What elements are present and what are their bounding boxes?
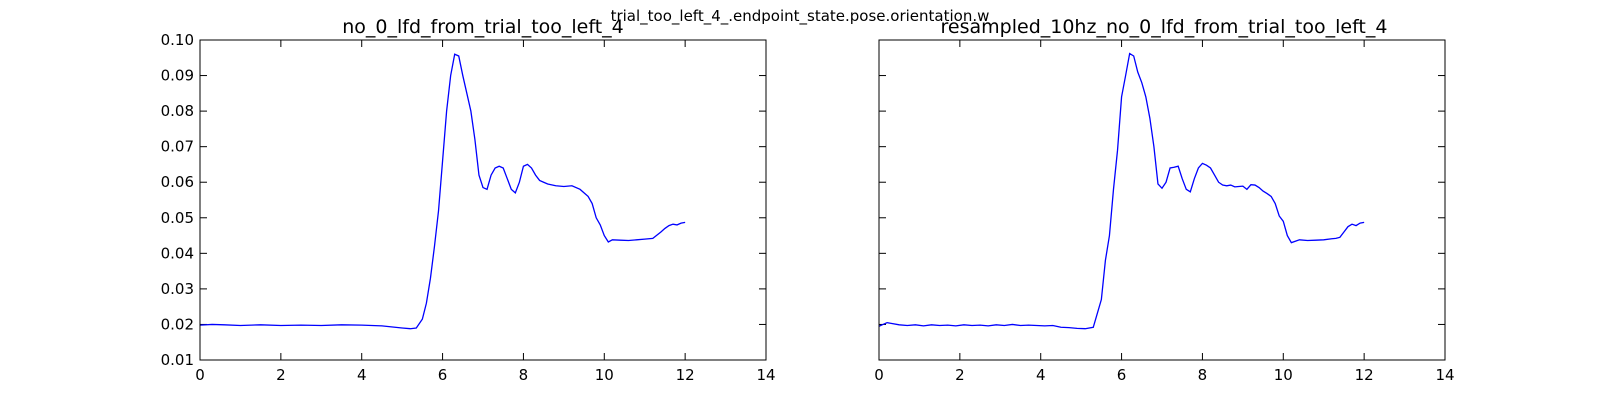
- y-tick-label: 0.04: [161, 244, 194, 262]
- x-tick-label: 0: [195, 366, 205, 384]
- x-tick-label: 12: [1355, 366, 1374, 384]
- right-panel-title: resampled_10hz_no_0_lfd_from_trial_too_l…: [941, 16, 1388, 38]
- right-panel-marks: [879, 54, 1364, 329]
- x-tick-label: 2: [955, 366, 965, 384]
- y-tick-label: 0.08: [161, 102, 194, 120]
- x-tick-label: 0: [874, 366, 884, 384]
- x-tick-label: 10: [595, 366, 614, 384]
- right-panel-series-line: [879, 54, 1364, 329]
- right-panel: resampled_10hz_no_0_lfd_from_trial_too_l…: [874, 16, 1454, 384]
- x-tick-label: 8: [519, 366, 529, 384]
- x-tick-label: 12: [676, 366, 695, 384]
- right-panel-frame: [879, 40, 1445, 360]
- left-panel-frame: [200, 40, 766, 360]
- y-tick-label: 0.09: [161, 67, 194, 85]
- x-tick-label: 14: [756, 366, 775, 384]
- y-tick-label: 0.06: [161, 173, 194, 191]
- left-panel-ticks: 0 2 4 6 8 10 12 14 0.01 0.02 0.03 0.04 0.05 0.06 0.07 0…: [161, 31, 776, 384]
- y-tick-label: 0.03: [161, 280, 194, 298]
- left-panel-series-line: [200, 54, 685, 328]
- x-tick-label: 8: [1198, 366, 1208, 384]
- x-tick-label: 6: [438, 366, 448, 384]
- x-tick-label: 4: [357, 366, 367, 384]
- y-tick-label: 0.10: [161, 31, 194, 49]
- left-panel: no_0_lfd_from_trial_too_left_4 0 2 4 6 8 10 12…: [161, 16, 776, 384]
- left-panel-marks: [200, 54, 685, 328]
- y-tick-label: 0.01: [161, 351, 194, 369]
- x-tick-label: 14: [1435, 366, 1454, 384]
- y-tick-label: 0.05: [161, 209, 194, 227]
- right-panel-ticks: 0 2 4 6 8 10 12 14: [874, 40, 1454, 384]
- figure-suptitle: trial_too_left_4_.endpoint_state.pose.or…: [611, 7, 990, 26]
- left-panel-title: no_0_lfd_from_trial_too_left_4: [342, 16, 624, 38]
- x-tick-label: 2: [276, 366, 286, 384]
- x-tick-label: 10: [1274, 366, 1293, 384]
- x-tick-label: 6: [1117, 366, 1127, 384]
- y-tick-label: 0.07: [161, 138, 194, 156]
- x-tick-label: 4: [1036, 366, 1046, 384]
- y-tick-label: 0.02: [161, 315, 194, 333]
